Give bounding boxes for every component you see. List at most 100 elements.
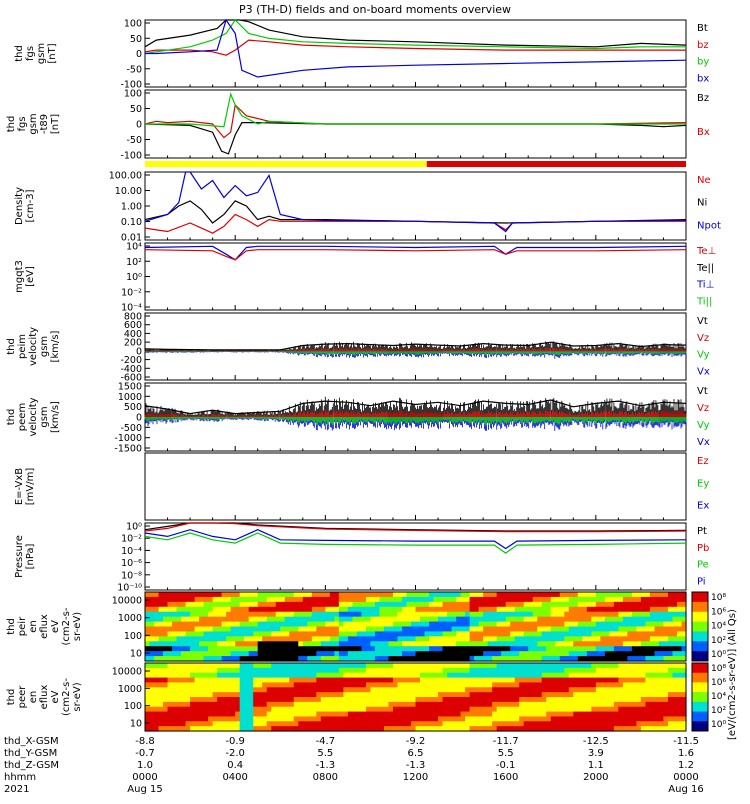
spectro-cell bbox=[226, 631, 232, 637]
spectro-cell bbox=[510, 667, 516, 674]
spectro-cell bbox=[672, 641, 678, 647]
spectro-cell bbox=[640, 726, 647, 732]
noise-vy bbox=[144, 351, 687, 356]
spectro-cell bbox=[555, 606, 561, 613]
spectro-cell bbox=[442, 616, 448, 623]
panel-frame bbox=[144, 171, 687, 241]
spectro-cell bbox=[388, 677, 394, 684]
spectro-cell bbox=[388, 636, 394, 642]
spectro-cell bbox=[325, 636, 331, 642]
spectro-cell bbox=[194, 697, 200, 703]
spectro-cell bbox=[451, 706, 457, 713]
spectro-cell bbox=[577, 716, 583, 722]
panel-ylabel: thd bbox=[14, 45, 25, 62]
spectro-cell bbox=[631, 677, 638, 684]
spectro-cell bbox=[573, 656, 579, 662]
spectro-cell bbox=[474, 682, 480, 688]
spectro-cell bbox=[600, 716, 606, 722]
spectro-cell bbox=[374, 721, 381, 727]
spectro-cell bbox=[532, 592, 538, 598]
spectro-cell bbox=[523, 687, 529, 693]
spectro-cell bbox=[248, 656, 254, 662]
spectro-cell bbox=[149, 687, 155, 693]
spectro-cell bbox=[239, 692, 245, 698]
time-axis-ygsm: 1.6 bbox=[678, 748, 694, 759]
spectro-cell bbox=[145, 592, 151, 598]
spectro-cell bbox=[379, 626, 385, 633]
spectro-cell bbox=[649, 656, 656, 662]
panel-ylabel: fgs bbox=[25, 46, 36, 61]
spectro-cell bbox=[442, 711, 448, 718]
spectro-cell bbox=[293, 616, 299, 623]
spectro-cell bbox=[316, 687, 322, 693]
spectro-cell bbox=[329, 606, 335, 613]
spectro-cell bbox=[275, 667, 281, 674]
spectro-cell bbox=[176, 616, 182, 623]
spectro-cell bbox=[163, 631, 169, 637]
spectro-cell bbox=[429, 682, 435, 688]
spectro-cell bbox=[167, 697, 173, 703]
spectro-cell bbox=[568, 621, 574, 628]
spectro-cell bbox=[420, 721, 426, 727]
spectro-cell bbox=[167, 646, 173, 652]
spectro-cell bbox=[559, 616, 565, 623]
spectro-cell bbox=[447, 631, 453, 637]
spectro-cell bbox=[365, 726, 372, 732]
spectro-cell bbox=[528, 706, 534, 713]
spectro-cell bbox=[555, 711, 561, 718]
spectro-cell bbox=[469, 631, 475, 637]
spectro-cell bbox=[352, 687, 358, 693]
spectro-cell bbox=[456, 636, 462, 642]
spectro-cell bbox=[226, 721, 232, 727]
spectro-cell bbox=[456, 667, 462, 674]
legend-entry: Vx bbox=[697, 437, 710, 448]
spectro-cell bbox=[438, 641, 444, 647]
spectro-cell bbox=[667, 616, 674, 623]
spectro-cell bbox=[199, 631, 205, 637]
spectro-cell bbox=[329, 692, 335, 698]
spectro-cell bbox=[532, 677, 538, 684]
spectro-cell bbox=[532, 697, 538, 703]
spectro-cell bbox=[302, 677, 308, 684]
spectro-cell bbox=[433, 611, 439, 618]
spectro-cell bbox=[343, 606, 349, 613]
spectro-cell bbox=[559, 606, 565, 613]
spectro-cell bbox=[145, 616, 151, 623]
spectro-cell bbox=[392, 706, 399, 713]
spectro-cell bbox=[415, 672, 421, 679]
spectro-cell bbox=[649, 641, 656, 647]
spectro-cell bbox=[347, 716, 353, 722]
spectro-cell bbox=[505, 656, 511, 662]
spectro-cell bbox=[410, 606, 417, 613]
spectro-cell bbox=[478, 716, 484, 722]
spectro-cell bbox=[568, 667, 574, 674]
spectro-cell bbox=[469, 701, 475, 708]
series-by bbox=[144, 19, 686, 55]
spectro-cell bbox=[573, 663, 579, 669]
spectro-cell bbox=[415, 663, 421, 669]
spectro-cell bbox=[586, 672, 592, 679]
spectro-cell bbox=[167, 716, 173, 722]
spectro-cell bbox=[221, 651, 227, 657]
spectro-cell bbox=[415, 616, 421, 623]
spectro-cell bbox=[325, 646, 331, 652]
spectro-cell bbox=[622, 692, 628, 698]
spectro-cell bbox=[600, 651, 606, 657]
spectro-cell bbox=[600, 656, 606, 662]
spectro-cell bbox=[573, 667, 579, 674]
spectro-cell bbox=[226, 601, 232, 608]
spectro-cell bbox=[600, 721, 606, 727]
spectro-cell bbox=[595, 636, 601, 642]
spectro-cell bbox=[338, 687, 344, 693]
spectro-cell bbox=[654, 631, 660, 637]
spectro-cell bbox=[465, 651, 471, 657]
spectro-cell bbox=[627, 656, 633, 662]
spectro-cell bbox=[316, 641, 322, 647]
spectro-cell bbox=[199, 626, 205, 633]
spectro-cell bbox=[474, 611, 480, 618]
spectro-cell bbox=[284, 651, 290, 657]
spectro-cell bbox=[627, 651, 633, 657]
spectro-cell bbox=[586, 656, 592, 662]
spectro-cell bbox=[397, 716, 403, 722]
spectro-cell bbox=[681, 626, 687, 633]
